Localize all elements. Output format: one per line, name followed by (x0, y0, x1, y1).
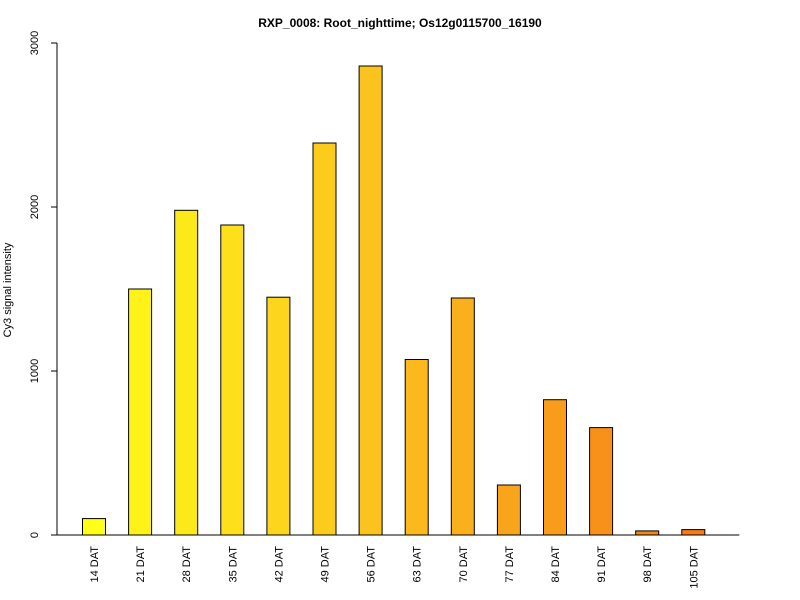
y-axis-label: Cy3 signal intensity (2, 242, 14, 337)
bar (312, 142, 337, 536)
bar (496, 484, 521, 536)
y-tick-label: 1000 (29, 359, 41, 383)
bar (404, 359, 429, 536)
bar (266, 296, 291, 536)
bar (681, 529, 706, 536)
y-tick-label: 3000 (29, 31, 41, 55)
x-tick-label: 28 DAT (181, 546, 193, 583)
bar (220, 224, 245, 536)
x-tick-label: 42 DAT (273, 546, 285, 583)
bar (450, 297, 475, 536)
y-tick-label: 2000 (29, 195, 41, 219)
x-tick-label: 56 DAT (366, 546, 378, 583)
bar (635, 530, 660, 536)
bar (358, 65, 383, 536)
y-tick-label: 0 (29, 532, 41, 538)
x-tick-label: 105 DAT (688, 546, 700, 589)
bar (128, 288, 153, 536)
x-tick-label: 70 DAT (458, 546, 470, 583)
bar (589, 427, 614, 536)
x-tick-label: 49 DAT (320, 546, 332, 583)
x-tick-label: 21 DAT (135, 546, 147, 583)
chart-title: RXP_0008: Root_nighttime; Os12g0115700_1… (258, 16, 542, 30)
x-tick-label: 35 DAT (227, 546, 239, 583)
plot-area: 0 1000 2000 3000 14 DAT 21 DAT 28 DAT 35 DAT 42 … (29, 31, 740, 589)
bar (82, 518, 106, 536)
x-tick-label: 84 DAT (550, 546, 562, 583)
x-tick-label: 63 DAT (412, 546, 424, 583)
x-tick-label: 14 DAT (89, 546, 101, 583)
x-tick-label: 98 DAT (642, 546, 654, 583)
x-tick-label: 77 DAT (504, 546, 516, 583)
x-tick-label: 91 DAT (596, 546, 608, 583)
bar (174, 209, 199, 536)
bar (543, 399, 567, 536)
